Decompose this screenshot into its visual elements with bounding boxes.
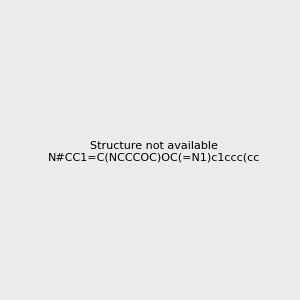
Text: Structure not available
N#CC1=C(NCCCOC)OC(=N1)c1ccc(cc: Structure not available N#CC1=C(NCCCOC)O…	[48, 141, 260, 162]
